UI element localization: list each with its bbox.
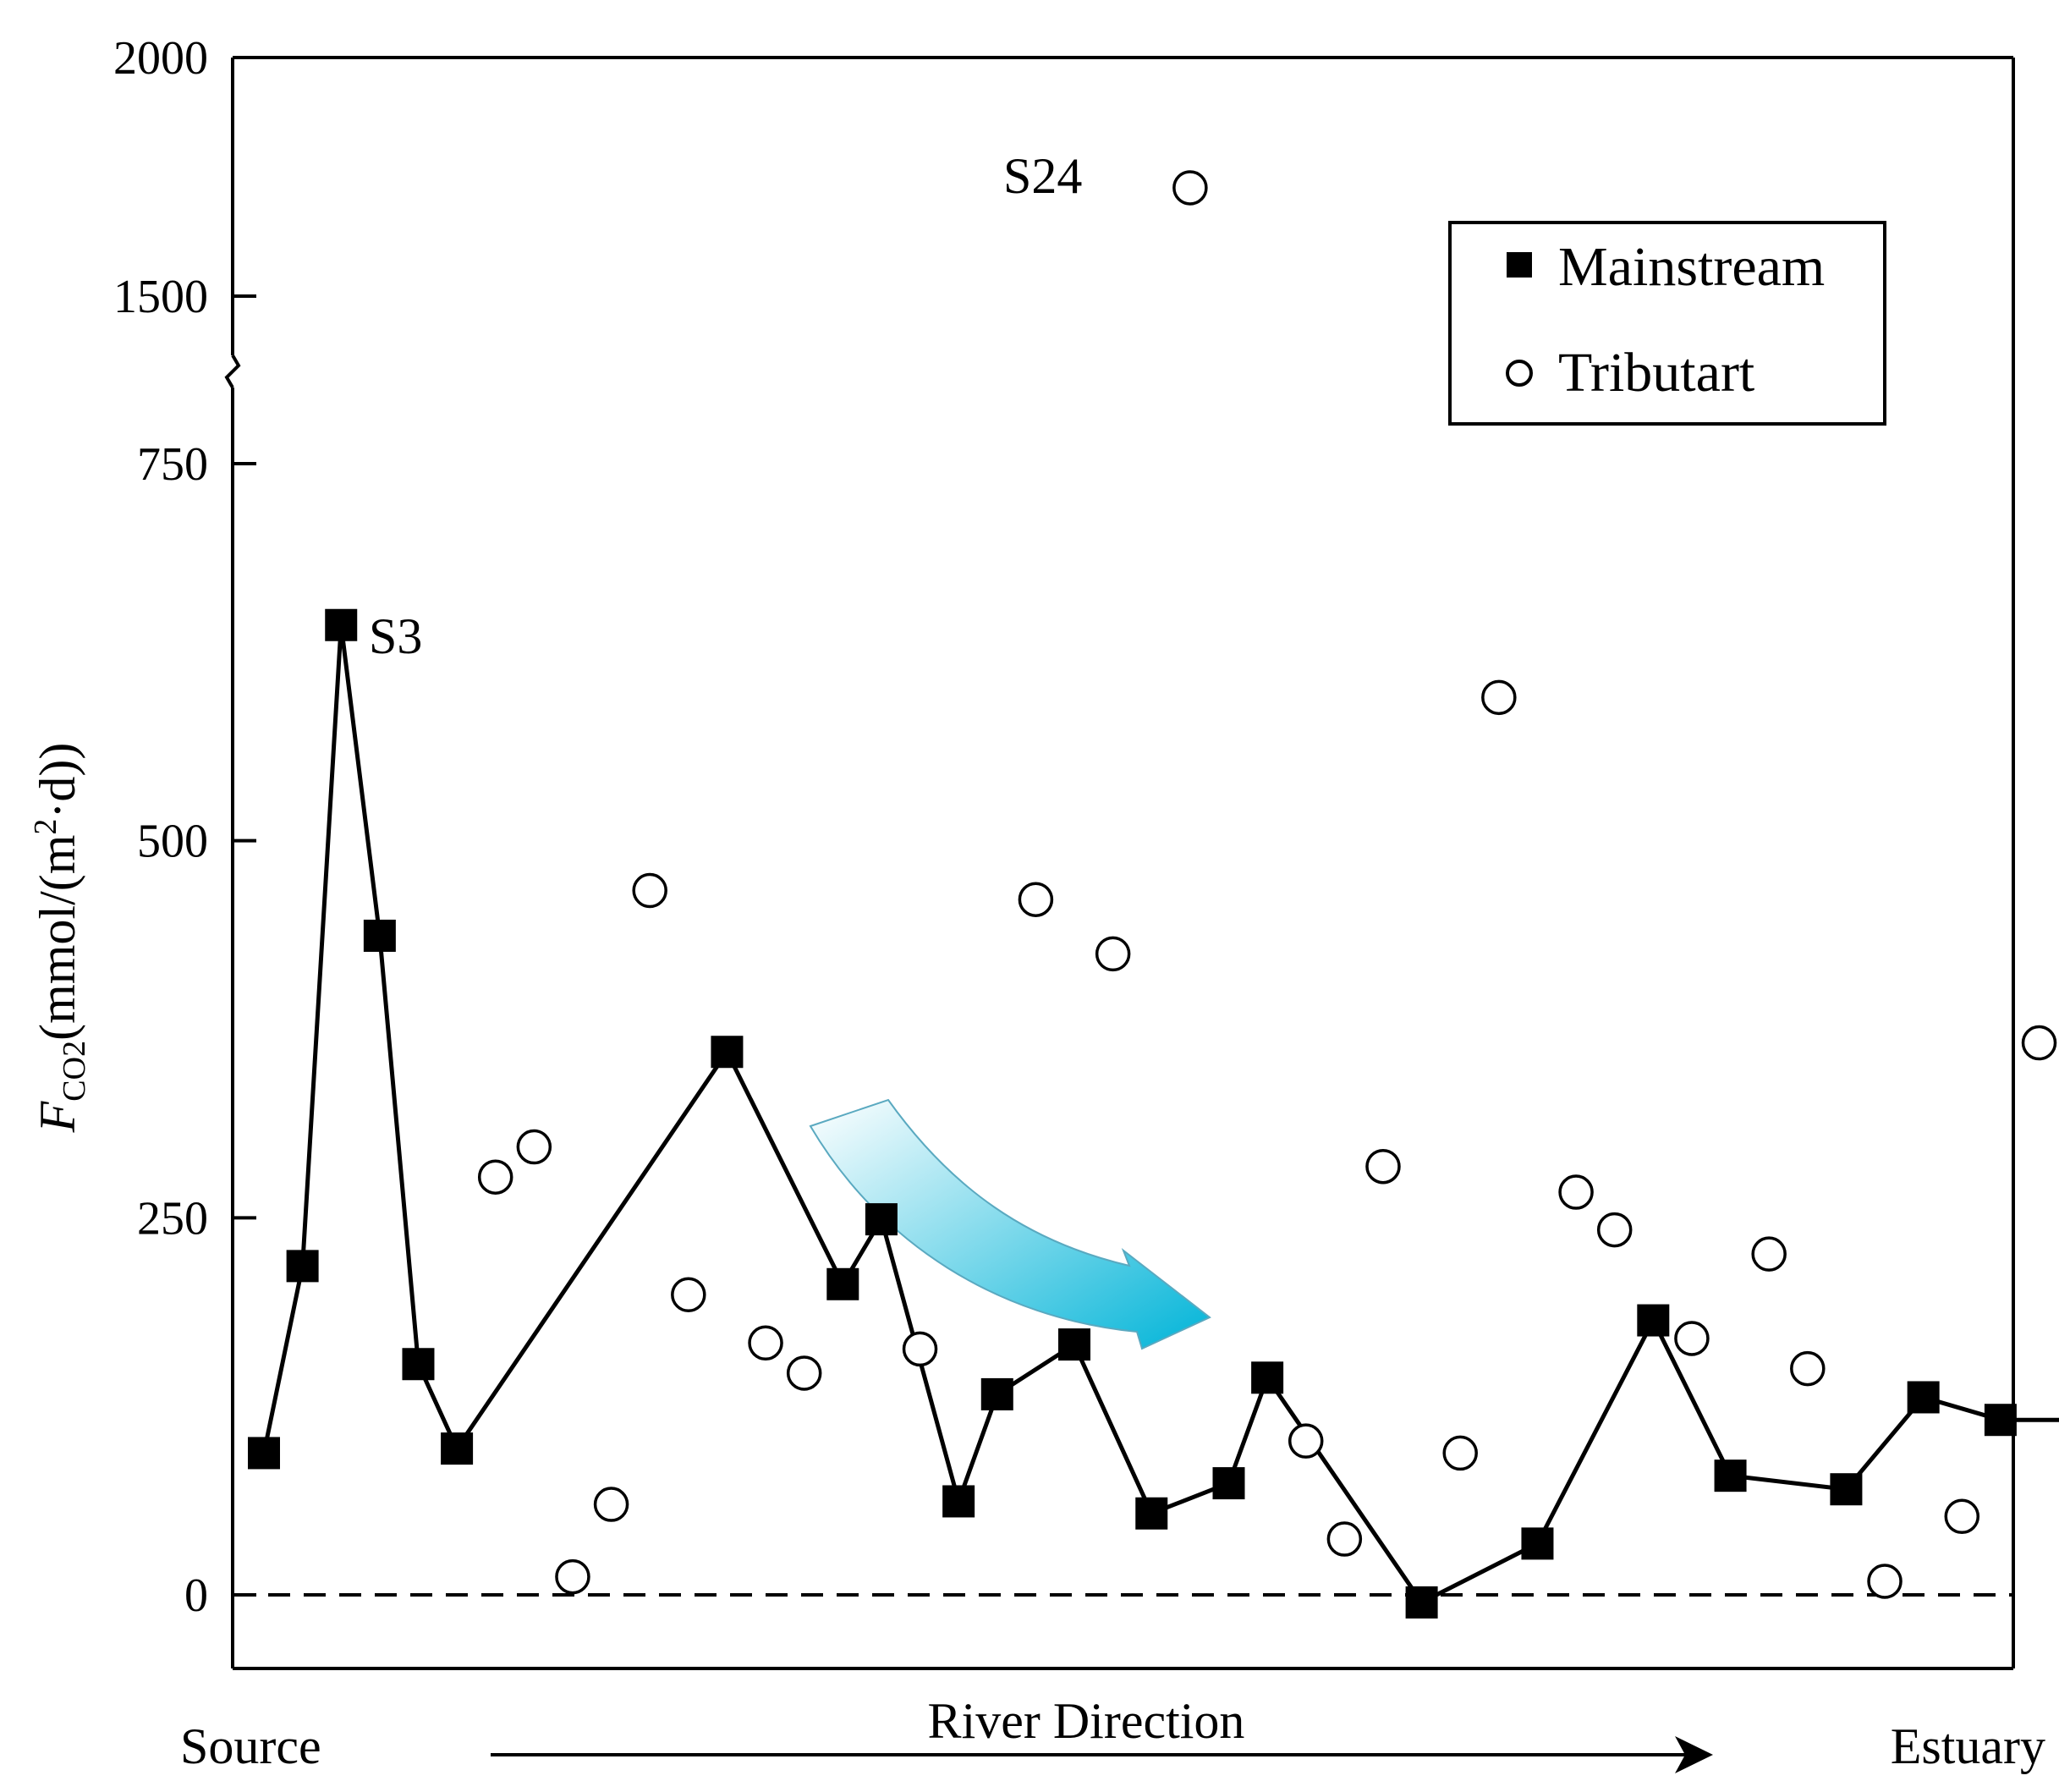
y-tick-label: 1500 [113, 271, 208, 323]
tributary-point [555, 1558, 590, 1595]
legend-mainstream-marker [1507, 252, 1532, 278]
river-direction-arrow [491, 1736, 1713, 1773]
annotation-s3: S3 [369, 608, 422, 664]
y-tick-label: 0 [184, 1569, 208, 1622]
annotation-s24: S24 [1003, 148, 1082, 204]
tributary-point [1442, 1435, 1478, 1471]
tributary-point [516, 1129, 552, 1165]
legend-mainstream-label: Mainstream [1558, 236, 1825, 298]
mainstream-point [1251, 1361, 1284, 1394]
mainstream-point [711, 1036, 744, 1069]
y-tick-label: 500 [137, 816, 208, 868]
tributary-point [1018, 882, 1054, 917]
mainstream-point [1714, 1459, 1747, 1492]
y-tick-label: 250 [137, 1192, 208, 1245]
tributary-point [1326, 1521, 1363, 1557]
mainstream-point [441, 1432, 474, 1465]
tributary-point [1172, 170, 1208, 206]
mainstream-point [325, 608, 358, 641]
tributary-point [902, 1331, 938, 1367]
x-end-label: Estuary [1891, 1718, 2045, 1774]
tributary-series [477, 170, 2057, 1599]
x-axis-label: River Direction [928, 1693, 1245, 1749]
tributary-point [1481, 679, 1517, 716]
x-start-label: Source [180, 1718, 321, 1774]
tributary-point [1944, 1498, 1980, 1535]
mainstream-point [980, 1377, 1013, 1410]
tributary-point [1867, 1564, 1903, 1599]
legend-tributary-label: Tributart [1558, 342, 1754, 404]
y-axis-label-subscript: CO2 [57, 1041, 92, 1102]
mainstream-point [363, 919, 396, 952]
tributary-point [1751, 1236, 1787, 1272]
mainstream-series [248, 608, 2017, 1619]
y-axis-label-symbol: F [30, 1100, 85, 1133]
mainstream-point [286, 1250, 319, 1283]
tributary-point [786, 1355, 822, 1391]
tributary-point [1288, 1423, 1324, 1459]
mainstream-point [1058, 1328, 1091, 1361]
mainstream-point [1830, 1473, 1863, 1506]
plot-frame [224, 56, 2015, 1670]
y-axis-label-superscript: 2 [28, 819, 63, 835]
tributary-point [671, 1277, 706, 1312]
mainstream-point [1521, 1527, 1554, 1560]
mainstream-point [1984, 1404, 2017, 1437]
tributary-point [1596, 1212, 1633, 1248]
legend-tributary-marker [1506, 360, 1533, 387]
mainstream-point [402, 1348, 435, 1381]
legend: Mainstream Tributart [1448, 221, 1886, 426]
tributary-point [1095, 936, 1131, 972]
y-tick-label: 2000 [113, 32, 208, 85]
tributary-point [748, 1325, 783, 1361]
mainstream-point [826, 1267, 859, 1300]
y-axis-label: FCO2(mmol/(m2·d)) [28, 743, 92, 1134]
tributary-point [1558, 1174, 1594, 1210]
y-axis-label-units-prefix: (mmol/(m [30, 835, 85, 1041]
y-axis-label-units-suffix: ·d)) [30, 743, 85, 819]
mainstream-point [1405, 1586, 1438, 1619]
mainstream-point [1135, 1497, 1168, 1530]
tributary-point [1790, 1350, 1826, 1387]
tributary-point [1674, 1321, 1710, 1356]
y-tick-label: 750 [137, 438, 208, 491]
mainstream-point [865, 1203, 898, 1236]
mainstream-point [1637, 1304, 1670, 1337]
mainstream-point [248, 1437, 280, 1470]
tributary-point [593, 1487, 629, 1522]
mainstream-point [942, 1485, 975, 1518]
tributary-point [1365, 1148, 1401, 1185]
y-axis-break [224, 354, 241, 389]
tributary-point [632, 872, 667, 909]
tributary-point [2021, 1025, 2057, 1061]
mainstream-line [261, 624, 2059, 1606]
mainstream-point [1212, 1467, 1245, 1500]
mainstream-point [1907, 1381, 1940, 1414]
y-ticks: 0 250 500 750 1500 2000 [113, 32, 256, 1622]
tributary-point [477, 1159, 513, 1195]
